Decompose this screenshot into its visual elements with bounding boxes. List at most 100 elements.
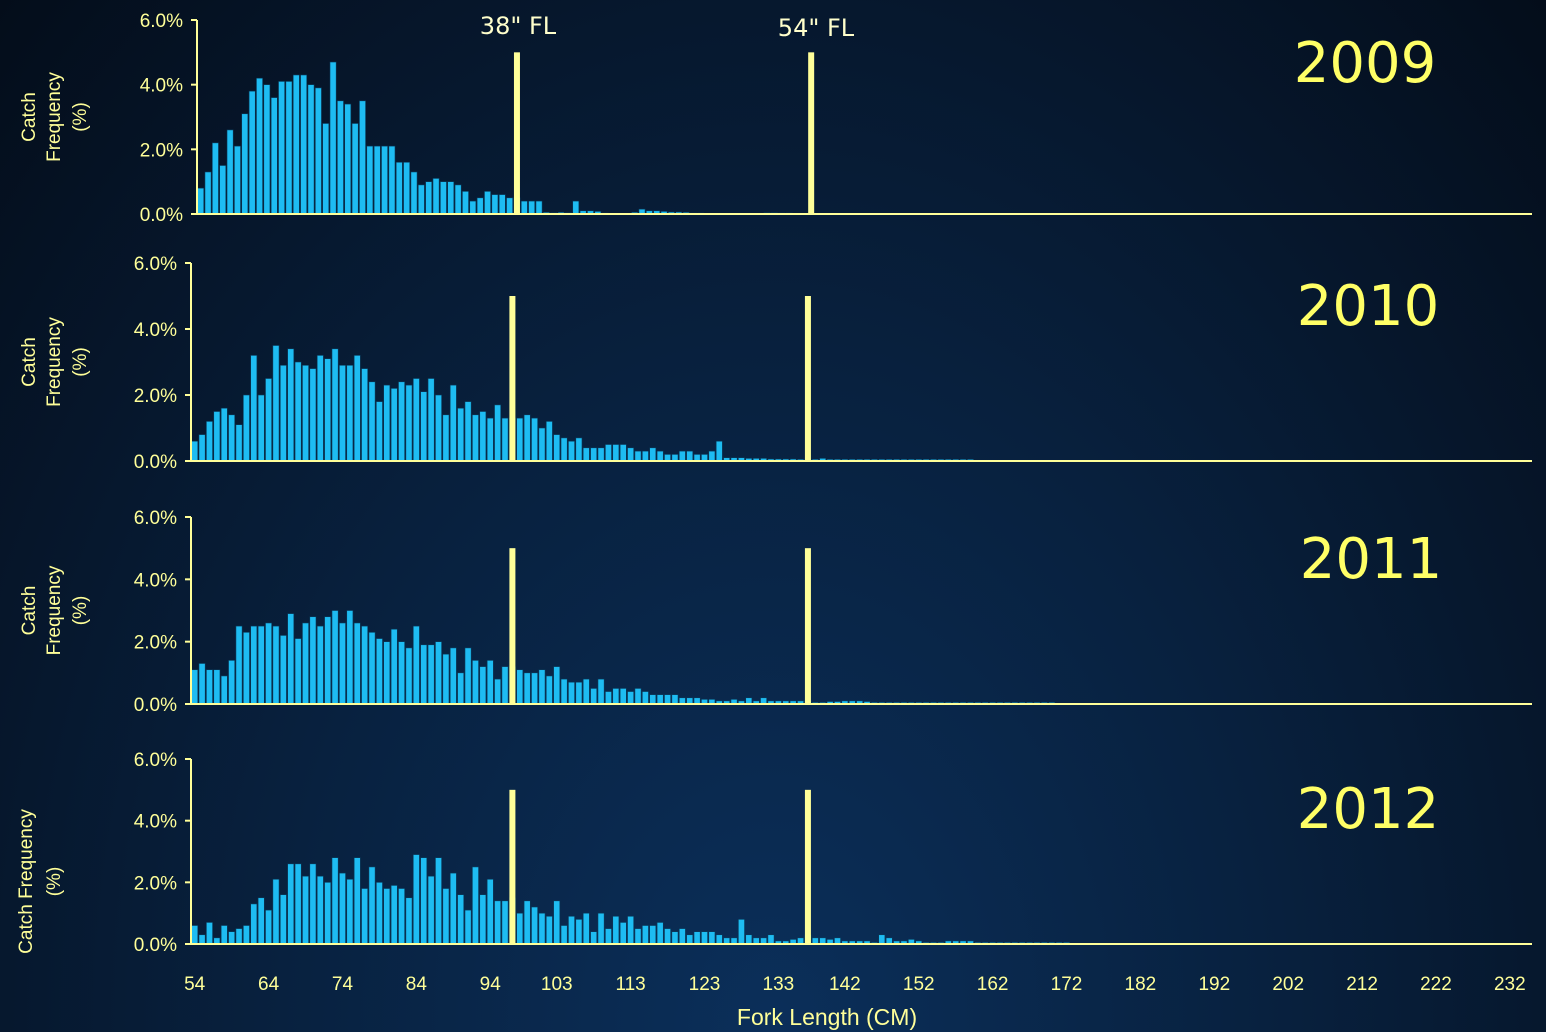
bar-2011-89 — [449, 647, 457, 705]
bar-2011-106 — [575, 681, 583, 705]
bar-2010-80 — [383, 384, 391, 462]
bar-2009-65 — [278, 81, 285, 215]
bar-2012-99 — [523, 900, 531, 945]
bar-2010-93 — [479, 411, 487, 462]
bar-2012-121 — [686, 934, 694, 945]
bar-2010-84 — [412, 378, 420, 462]
bar-2012-64 — [265, 909, 272, 945]
bar-2010-95 — [494, 404, 502, 462]
bar-2010-56 — [206, 421, 213, 462]
bar-2012-65 — [272, 878, 280, 945]
bar-2011-65 — [272, 625, 280, 705]
bar-2010-88 — [442, 414, 450, 462]
x-tick-label: 84 — [406, 974, 428, 995]
bar-2009-83 — [410, 171, 418, 215]
bar-2010-115 — [641, 450, 649, 462]
x-tick-label: 74 — [332, 974, 354, 995]
annotation-38in: 38" FL — [480, 12, 557, 40]
bar-2012-115 — [641, 925, 649, 945]
bar-2010-90 — [457, 407, 465, 462]
bar-2010-113 — [627, 447, 635, 462]
bar-2012-96 — [501, 900, 509, 945]
bar-2009-67 — [292, 74, 300, 215]
bar-2010-92 — [472, 414, 479, 462]
annotation-54in: 54" FL — [778, 14, 855, 42]
bar-2010-114 — [634, 450, 642, 462]
bar-2012-90 — [457, 894, 465, 945]
bar-2009-78 — [373, 145, 381, 215]
x-tick-label: 222 — [1420, 974, 1452, 995]
bar-2011-55 — [198, 663, 206, 705]
x-tick-label: 103 — [541, 974, 573, 995]
bar-2009-71 — [322, 123, 330, 215]
panel-2010: 0.0% 2.0% 4.0% 6.0% Catch Frequency (%) 2010 — [19, 254, 1532, 473]
bar-2009-57 — [219, 165, 227, 215]
bar-2009-87 — [440, 181, 447, 215]
bar-2010-77 — [361, 368, 369, 462]
bar-2010-82 — [398, 381, 405, 462]
bar-2010-62 — [250, 355, 258, 462]
bar-2011-94 — [486, 660, 494, 705]
y-tick-label: 4.0% — [134, 320, 177, 341]
bar-2011-102 — [545, 675, 553, 705]
bar-2010-58 — [220, 407, 228, 462]
threshold-line-38in — [509, 548, 516, 704]
bar-2011-74 — [339, 622, 346, 705]
y-tick-label: 0.0% — [134, 935, 177, 956]
x-tick-label: 123 — [689, 974, 721, 995]
bar-2009-73 — [337, 100, 344, 215]
bar-2010-94 — [486, 417, 494, 462]
bar-2009-99 — [528, 200, 536, 215]
y-axis-title: (%) — [70, 102, 91, 132]
bar-2012-123 — [701, 931, 708, 945]
bar-2012-88 — [442, 888, 450, 945]
threshold-line-38in — [513, 52, 520, 214]
bar-2010-91 — [464, 401, 472, 462]
bar-2011-63 — [257, 625, 265, 705]
bar-2011-116 — [649, 694, 657, 705]
x-tick-label: 162 — [977, 974, 1009, 995]
bar-2012-68 — [294, 863, 302, 945]
bar-2011-72 — [324, 616, 332, 705]
bar-2011-58 — [220, 675, 228, 705]
y-axis-title-unit: (%) — [44, 867, 65, 897]
bar-2009-60 — [241, 113, 249, 215]
bar-2012-102 — [545, 915, 553, 945]
bar-2012-56 — [206, 922, 213, 945]
bar-2012-116 — [649, 925, 657, 945]
bar-2012-94 — [486, 878, 494, 945]
bar-2012-93 — [479, 894, 487, 945]
bar-2012-74 — [339, 872, 346, 945]
y-tick-label: 6.0% — [134, 508, 177, 529]
y-axis-title: (%) — [70, 347, 91, 377]
bar-2011-115 — [641, 691, 649, 705]
bar-2009-66 — [285, 81, 293, 215]
bar-2010-102 — [545, 421, 553, 462]
bar-2012-118 — [664, 928, 671, 945]
y-tick-label: 4.0% — [140, 76, 183, 97]
bar-2012-55 — [198, 934, 206, 945]
bar-2011-110 — [605, 691, 612, 705]
bar-2010-103 — [553, 434, 561, 462]
bar-2009-84 — [417, 184, 425, 215]
bar-2011-99 — [523, 672, 531, 705]
bar-2012-75 — [346, 878, 354, 945]
bar-2011-98 — [516, 669, 524, 705]
bar-2010-116 — [649, 447, 657, 462]
bar-2012-95 — [494, 900, 502, 945]
bar-2011-54 — [191, 669, 199, 705]
threshold-line-54in — [804, 789, 811, 944]
bar-2009-92 — [476, 197, 484, 215]
bar-2010-68 — [294, 361, 302, 462]
bar-2011-67 — [287, 613, 295, 705]
bar-2012-92 — [472, 866, 479, 945]
bar-2012-91 — [464, 909, 472, 945]
bar-2012-59 — [228, 931, 236, 945]
bar-2009-93 — [484, 191, 491, 215]
y-axis-title: Frequency — [44, 72, 65, 162]
bar-2009-59 — [234, 145, 241, 215]
bar-2010-124 — [708, 450, 716, 462]
bar-2010-83 — [405, 384, 413, 462]
bar-2010-76 — [353, 355, 361, 462]
